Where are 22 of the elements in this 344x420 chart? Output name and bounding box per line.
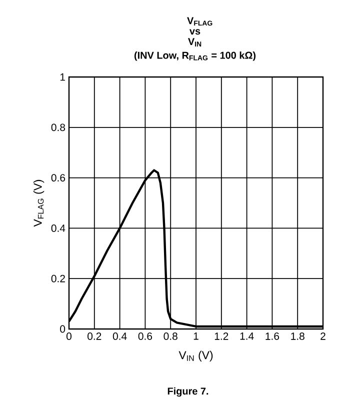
chart-subtitle: (INV Low, R$_{FLAG}$ = 100 kΩ) xyxy=(134,52,256,61)
y-tick-label: 1 xyxy=(60,73,65,81)
x-tick-label: 1.4 xyxy=(240,332,254,340)
x-tick-label: 2 xyxy=(320,332,326,340)
caption: Figure 7. xyxy=(168,387,208,397)
x-tick-label: 1.8 xyxy=(291,332,304,340)
y-axis-title: V$_{FLAG}$ (V) xyxy=(33,180,44,227)
y-tick-label: 0.6 xyxy=(51,174,66,182)
x-tick-label: 0.6 xyxy=(138,332,152,340)
x-tick-label: 1 xyxy=(194,332,198,340)
y-tick-label: 0 xyxy=(60,325,66,333)
x-tick-label: 0.4 xyxy=(112,332,127,340)
y-tick-label: 0.8 xyxy=(51,124,66,132)
x-tick-label: 0.8 xyxy=(164,332,178,340)
x-tick-label: 0 xyxy=(66,332,72,340)
y-tick-label: 0.2 xyxy=(51,274,65,282)
chart-title: V$_{FLAG}$ vs V$_{IN}$ xyxy=(187,17,212,46)
x-tick-label: 1.6 xyxy=(266,332,280,340)
x-tick-label: 0.2 xyxy=(88,332,102,340)
x-tick-label: 1.2 xyxy=(214,332,228,340)
y-tick-label: 0.4 xyxy=(51,224,66,232)
x-axis-title: V$_{IN}$ (V) xyxy=(178,350,213,362)
